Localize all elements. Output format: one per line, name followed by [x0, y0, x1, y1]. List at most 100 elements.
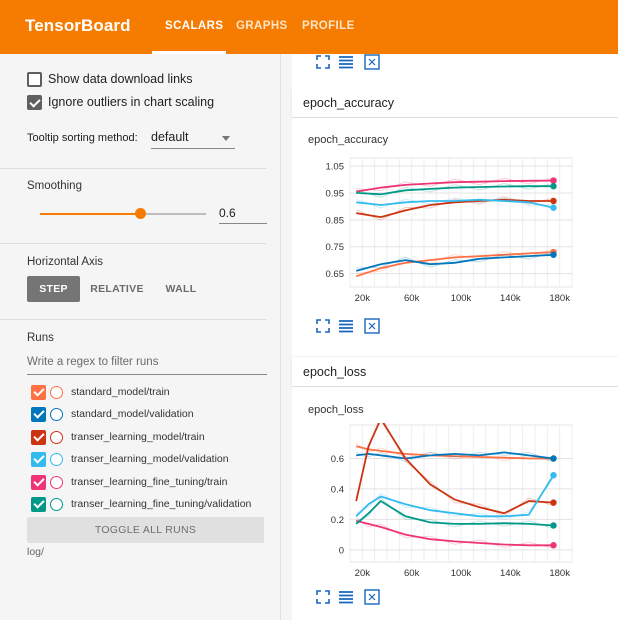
horizontal-axis-title: Horizontal Axis	[27, 256, 104, 268]
run-color-circle[interactable]	[50, 431, 63, 444]
divider	[0, 243, 266, 244]
smoothing-slider-knob[interactable]	[135, 208, 146, 219]
tab-graphs[interactable]: GRAPHS	[236, 20, 288, 32]
runs-filter-input[interactable]: Write a regex to filter runs	[27, 356, 267, 375]
run-color-circle[interactable]	[50, 408, 63, 421]
x-tick-label: 20k	[355, 568, 371, 579]
series-end-point	[550, 197, 557, 205]
log-directory: log/	[27, 546, 44, 558]
run-checkbox[interactable]	[31, 430, 46, 445]
run-label: standard_model/validation	[71, 408, 194, 420]
accuracy-chart[interactable]: 1.05 0.95 0.85 0.75 0.65 20k 60k 100k 140k 180k	[292, 154, 582, 318]
tab-profile[interactable]: PROFILE	[302, 20, 355, 32]
series-end-point	[550, 204, 557, 211]
y-tick-label: 0.75	[326, 242, 345, 253]
series-raw-line	[356, 177, 554, 192]
chart-card-epoch-loss: epoch_loss 0.6 0.4 0.2 0 20k 60k 100k 140k 180k	[292, 387, 618, 620]
series-end-point	[550, 542, 557, 549]
chart-card-partial	[292, 54, 618, 88]
ignore-outliers-label[interactable]: Ignore outliers in chart scaling	[48, 95, 215, 109]
series-line	[355, 253, 554, 272]
series-raw-line	[356, 251, 554, 269]
run-checkbox[interactable]	[31, 475, 46, 490]
fullscreen-icon[interactable]	[315, 318, 331, 334]
ignore-outliers-checkbox[interactable]	[27, 95, 42, 110]
x-tick-label: 60k	[404, 293, 420, 304]
series-line	[355, 445, 554, 460]
y-tick-label: 0.85	[326, 215, 345, 226]
run-checkbox[interactable]	[31, 385, 46, 400]
series-line	[355, 520, 554, 547]
y-tick-label: 0.65	[326, 269, 345, 280]
show-download-links-label[interactable]: Show data download links	[48, 72, 193, 86]
run-color-circle[interactable]	[50, 498, 63, 511]
divider	[0, 168, 266, 169]
x-tick-label: 20k	[355, 293, 371, 304]
run-label: transer_learning_fine_tuning/validation	[71, 498, 252, 510]
list-icon[interactable]	[338, 318, 354, 334]
run-label: standard_model/train	[71, 386, 170, 398]
series-line	[356, 185, 554, 196]
fit-domain-icon[interactable]	[364, 318, 380, 334]
run-color-circle[interactable]	[50, 476, 63, 489]
series-end-point	[550, 522, 557, 529]
x-tick-label: 60k	[404, 568, 420, 579]
axis-wall-button[interactable]: WALL	[165, 283, 197, 295]
series-end-point	[550, 183, 557, 190]
run-checkbox[interactable]	[31, 452, 46, 467]
smoothing-title: Smoothing	[27, 180, 82, 192]
y-tick-label: 0.2	[331, 515, 344, 526]
group-header-epoch-accuracy[interactable]: epoch_accuracy	[292, 88, 618, 118]
x-tick-label: 100k	[451, 293, 472, 304]
app-brand: TensorBoard	[25, 16, 131, 35]
series-line	[356, 198, 554, 209]
x-tick-label: 180k	[549, 568, 570, 579]
caret-down-icon	[222, 136, 230, 141]
y-tick-label: 0.6	[331, 454, 344, 465]
series-end-point	[550, 251, 557, 258]
series-line	[355, 499, 554, 527]
chart-card-epoch-accuracy: epoch_accuracy 1.05 0.95 0.85 0.75 0.65 20k 60…	[292, 118, 618, 356]
series-line	[355, 251, 554, 278]
y-tick-label: 0	[339, 545, 344, 556]
series-raw-line	[356, 248, 554, 274]
series-raw-line	[356, 197, 554, 209]
series-line	[355, 423, 554, 515]
x-tick-label: 100k	[451, 568, 472, 579]
series-raw-line	[356, 182, 554, 198]
axis-step-button[interactable]: STEP	[27, 276, 80, 302]
run-label: transer_learning_fine_tuning/train	[71, 476, 228, 488]
run-label: transer_learning_model/validation	[71, 453, 229, 465]
y-tick-label: 1.05	[326, 162, 345, 173]
run-checkbox[interactable]	[31, 407, 46, 422]
chart-title: epoch_accuracy	[308, 134, 389, 146]
run-checkbox[interactable]	[31, 497, 46, 512]
run-color-circle[interactable]	[50, 386, 63, 399]
series-line	[356, 179, 554, 193]
active-tab-indicator	[152, 51, 226, 54]
runs-title: Runs	[27, 332, 54, 344]
fit-domain-icon[interactable]	[364, 589, 380, 605]
fit-domain-icon[interactable]	[364, 54, 380, 70]
loss-chart[interactable]: 0.6 0.4 0.2 0 20k 60k 100k 140k 180k	[292, 423, 582, 593]
tooltip-sorting-dropdown[interactable]: default	[151, 130, 235, 149]
series-end-point	[550, 499, 557, 506]
group-header-epoch-loss[interactable]: epoch_loss	[292, 357, 618, 387]
fullscreen-icon[interactable]	[315, 589, 331, 605]
x-tick-label: 140k	[500, 568, 521, 579]
tooltip-sorting-label: Tooltip sorting method:	[27, 132, 138, 144]
list-icon[interactable]	[338, 589, 354, 605]
smoothing-value-input[interactable]: 0.6	[219, 206, 267, 224]
show-download-links-checkbox[interactable]	[27, 72, 42, 87]
list-icon[interactable]	[338, 54, 354, 70]
y-tick-label: 0.95	[326, 188, 345, 199]
run-color-circle[interactable]	[50, 453, 63, 466]
toggle-all-runs-button[interactable]: TOGGLE ALL RUNS	[27, 517, 264, 543]
fullscreen-icon[interactable]	[315, 54, 331, 70]
series-end-point	[550, 472, 557, 479]
main-content: epoch_accuracy epoch_accuracy 1.05 0.95 0.…	[292, 54, 618, 620]
run-label: transer_learning_model/train	[71, 431, 205, 443]
series-line	[356, 198, 554, 219]
axis-relative-button[interactable]: RELATIVE	[90, 283, 144, 295]
tab-scalars[interactable]: SCALARS	[165, 20, 224, 32]
